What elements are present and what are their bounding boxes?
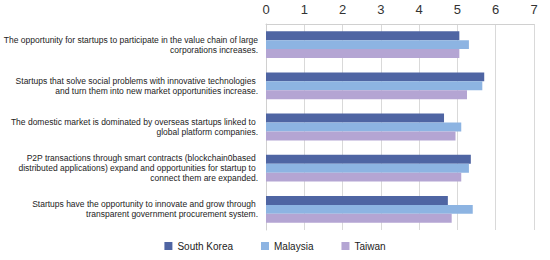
svg-text:1: 1 bbox=[301, 2, 308, 17]
svg-text:The opportunity for startups t: The opportunity for startups to particip… bbox=[4, 35, 258, 45]
svg-text:distributed applications) expa: distributed applications) expand and opp… bbox=[18, 163, 258, 173]
svg-text:Startups that solve social pro: Startups that solve social problems with… bbox=[16, 76, 258, 86]
svg-text:transparent government procure: transparent government procurement syste… bbox=[86, 209, 258, 219]
svg-text:South Korea: South Korea bbox=[177, 241, 233, 252]
svg-text:4: 4 bbox=[416, 2, 423, 17]
svg-text:P2P transactions through smart: P2P transactions through smart contracts… bbox=[27, 153, 258, 163]
svg-text:0: 0 bbox=[262, 2, 269, 17]
svg-text:5: 5 bbox=[454, 2, 461, 17]
svg-text:The domestic market is dominat: The domestic market is dominated by over… bbox=[11, 117, 258, 127]
svg-text:Taiwan: Taiwan bbox=[354, 241, 385, 252]
svg-text:6: 6 bbox=[492, 2, 499, 17]
svg-text:Startups have the opportunity: Startups have the opportunity to innovat… bbox=[32, 199, 258, 209]
svg-text:connect them are expanded.: connect them are expanded. bbox=[150, 173, 258, 183]
svg-text:corporations increases.: corporations increases. bbox=[168, 45, 258, 55]
svg-text:7: 7 bbox=[530, 2, 537, 17]
svg-text:Malaysia: Malaysia bbox=[274, 241, 314, 252]
svg-text:3: 3 bbox=[377, 2, 384, 17]
svg-text:and turn them into new market: and turn them into new market opportunit… bbox=[55, 86, 258, 96]
svg-text:2: 2 bbox=[339, 2, 346, 17]
svg-text:global platform companies.: global platform companies. bbox=[156, 127, 258, 137]
